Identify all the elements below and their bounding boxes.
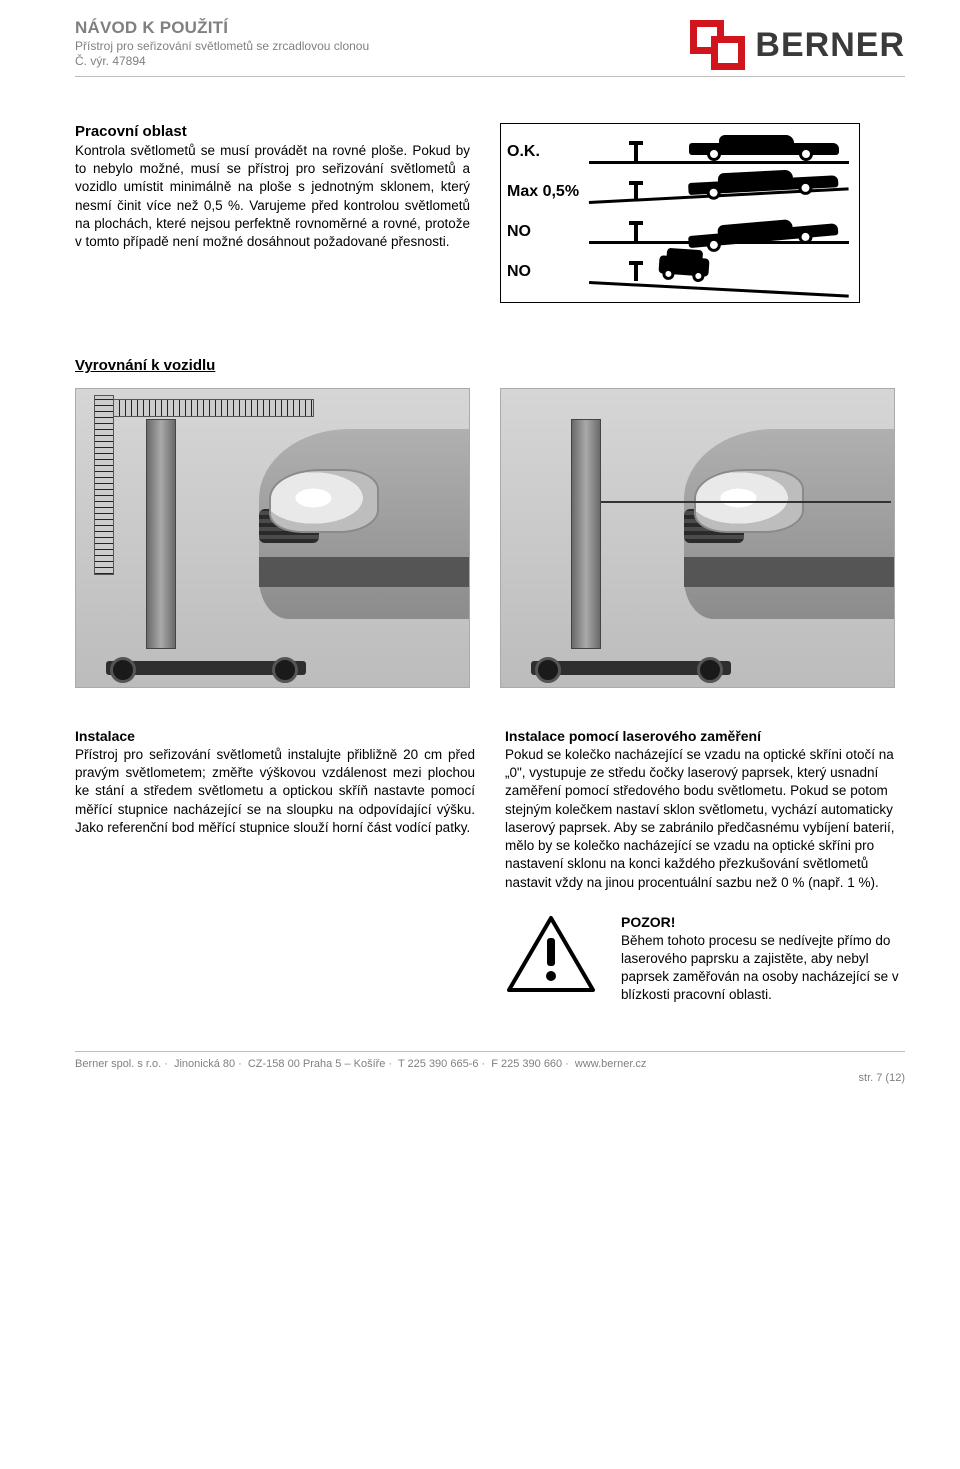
photo-alignment-tool	[75, 388, 470, 688]
page-footer: Berner spol. s r.o.· Jinonická 80· CZ-15…	[75, 1058, 905, 1070]
diagram-scene-slope	[589, 174, 849, 210]
warning-icon	[505, 914, 597, 994]
doc-subtitle: Přístroj pro seřizování světlometů se zr…	[75, 39, 690, 53]
footer-address: Jinonická 80	[174, 1058, 235, 1070]
footer-city: CZ-158 00 Praha 5 – Košíře	[248, 1058, 386, 1070]
warning-heading: POZOR!	[621, 914, 905, 930]
brand-logo-text: BERNER	[755, 26, 905, 65]
laser-install-text: Pokud se kolečko nacházející se vzadu na…	[505, 746, 905, 892]
diagram-label-no1: NO	[507, 223, 581, 241]
footer-web: www.berner.cz	[575, 1058, 647, 1070]
brand-logo: BERNER	[690, 20, 905, 70]
section-working-area-heading: Pracovní oblast	[75, 123, 470, 140]
warning-text: Během tohoto procesu se nedívejte přímo …	[621, 932, 905, 1005]
diagram-label-no2: NO	[507, 263, 581, 281]
diagram-label-max: Max 0,5%	[507, 183, 581, 201]
photo-laser-alignment	[500, 388, 895, 688]
surface-diagram: O.K. Max 0,5% NO	[500, 123, 860, 303]
footer-line: Berner spol. s r.o.· Jinonická 80· CZ-15…	[75, 1058, 646, 1070]
install-text: Přístroj pro seřizování světlometů insta…	[75, 746, 475, 837]
section-alignment-heading: Vyrovnání k vozidlu	[75, 357, 905, 374]
diagram-scene-uneven2	[589, 254, 849, 290]
diagram-scene-flat	[589, 134, 849, 170]
section-working-area-text: Kontrola světlometů se musí provádět na …	[75, 142, 470, 251]
diagram-scene-uneven1	[589, 214, 849, 250]
footer-phone: T 225 390 665-6	[398, 1058, 479, 1070]
laser-install-heading: Instalace pomocí laserového zaměření	[505, 728, 905, 744]
footer-fax: F 225 390 660	[491, 1058, 562, 1070]
page-number: str. 7 (12)	[859, 1072, 905, 1084]
doc-title: NÁVOD K POUŽITÍ	[75, 18, 690, 38]
footer-company: Berner spol. s r.o.	[75, 1058, 161, 1070]
footer-divider	[75, 1051, 905, 1052]
doc-article-code: Č. výr. 47894	[75, 54, 690, 68]
header-divider	[75, 76, 905, 77]
brand-logo-icon	[690, 20, 745, 70]
diagram-label-ok: O.K.	[507, 143, 581, 161]
install-heading: Instalace	[75, 728, 475, 744]
